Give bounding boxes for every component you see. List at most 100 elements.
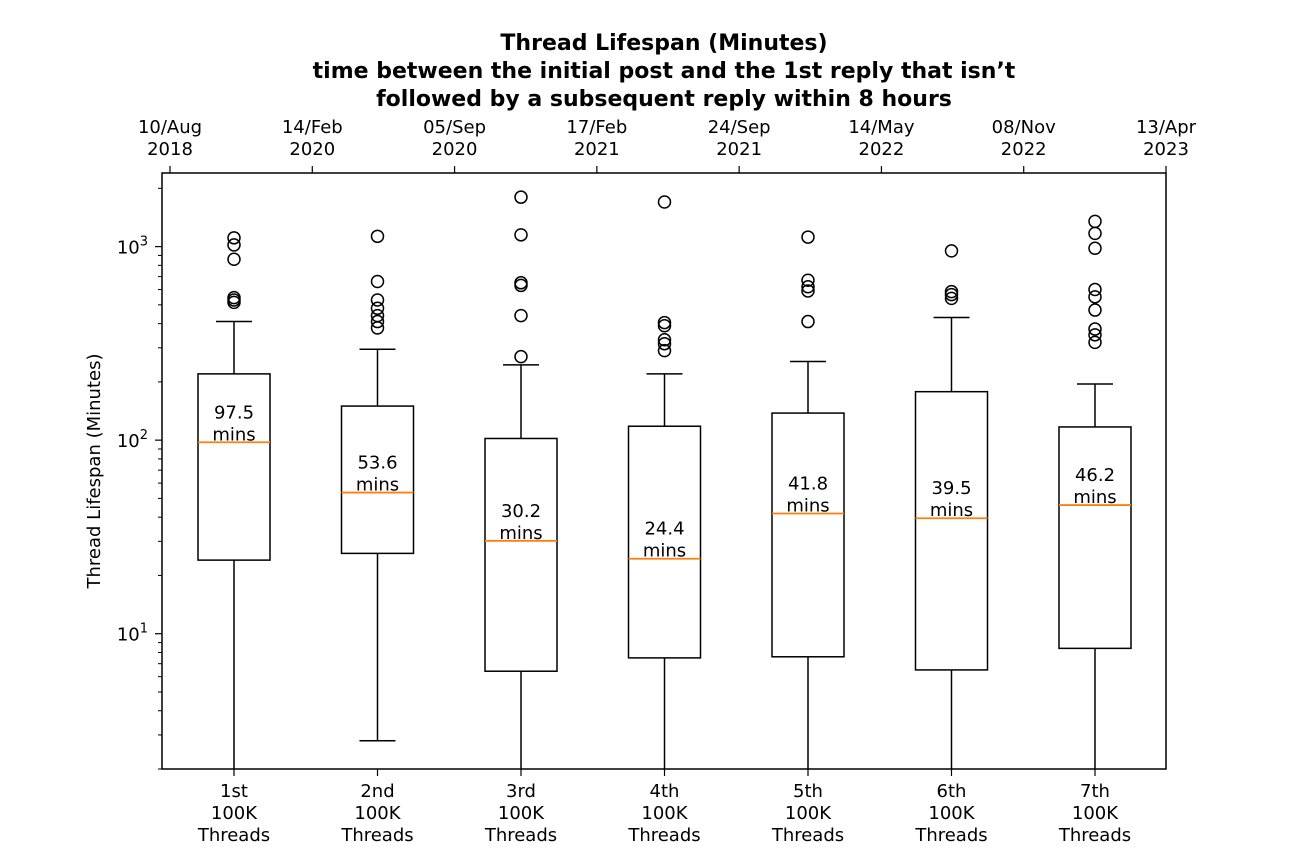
- x-tick-label: 100K: [1072, 803, 1119, 824]
- y-axis-label: Thread Lifespan (Minutes): [84, 354, 105, 590]
- flier: [514, 228, 528, 242]
- median-label: 46.2: [1075, 465, 1115, 486]
- title-line-1: Thread Lifespan (Minutes): [500, 31, 827, 56]
- y-tick-base: 10: [117, 431, 140, 452]
- flier: [657, 336, 672, 351]
- flier: [370, 314, 385, 329]
- title-line-2: time between the initial post and the 1s…: [313, 59, 1016, 84]
- x-tick-label: Threads: [914, 825, 987, 846]
- x-tick-label: 2nd: [360, 781, 394, 802]
- x-tick-label: 7th: [1080, 781, 1110, 802]
- flier: [370, 301, 385, 316]
- flier: [657, 333, 672, 347]
- flier: [227, 252, 241, 267]
- flier: [657, 195, 672, 209]
- flier: [801, 273, 815, 288]
- x-tick-label: 4th: [650, 781, 680, 802]
- flier: [227, 295, 241, 310]
- y-tick-exponent: 1: [140, 622, 148, 637]
- median-label-unit: mins: [212, 424, 255, 445]
- flier: [514, 278, 528, 293]
- x-tick-label: 6th: [937, 781, 967, 802]
- flier: [1088, 328, 1102, 342]
- median-label-unit: mins: [499, 523, 542, 544]
- median-label-unit: mins: [930, 500, 973, 521]
- flier: [944, 244, 959, 258]
- x-tick-label: 100K: [498, 803, 545, 824]
- flier: [514, 308, 528, 323]
- x-tick-label: 100K: [785, 803, 832, 824]
- box: [627, 425, 702, 659]
- flier: [1088, 290, 1102, 304]
- x-tick-label: 100K: [641, 803, 688, 824]
- plot-frame: [161, 172, 1167, 770]
- x-tick-label: Threads: [771, 825, 844, 846]
- flier: [1088, 226, 1102, 241]
- top-date-label: 14/Feb: [282, 117, 343, 138]
- title-line-3: followed by a subsequent reply within 8 …: [376, 87, 952, 112]
- median-label: 53.6: [357, 453, 397, 474]
- top-date-label: 2020: [432, 139, 478, 160]
- x-tick-label: Threads: [197, 825, 270, 846]
- plot-area: 1011021031st100KThreads2nd100KThreads3rd…: [117, 117, 1197, 846]
- x-tick-label: 100K: [354, 803, 401, 824]
- median-label-unit: mins: [643, 541, 686, 562]
- median-label: 97.5: [214, 402, 254, 423]
- chart-title: Thread Lifespan (Minutes) time between t…: [313, 31, 1016, 112]
- x-tick-label: 100K: [928, 803, 975, 824]
- flier: [370, 229, 385, 244]
- flier: [370, 321, 385, 335]
- flier: [657, 318, 672, 333]
- x-tick-label: 3rd: [506, 781, 536, 802]
- y-tick-label: 101: [117, 622, 148, 646]
- box: [340, 405, 415, 555]
- top-date-label: 2020: [289, 139, 335, 160]
- top-date-label: 05/Sep: [423, 117, 486, 138]
- flier: [227, 238, 241, 252]
- flier: [1088, 241, 1102, 256]
- median-label: 30.2: [501, 501, 541, 522]
- flier: [657, 343, 672, 358]
- median-label: 24.4: [644, 519, 684, 540]
- median-label-unit: mins: [1073, 487, 1116, 508]
- top-date-label: 24/Sep: [708, 117, 771, 138]
- top-date-label: 2022: [1001, 139, 1047, 160]
- top-date-label: 2021: [574, 139, 620, 160]
- flier: [801, 230, 815, 244]
- flier: [514, 276, 528, 290]
- flier: [514, 349, 528, 364]
- flier: [801, 280, 815, 294]
- top-date-label: 2018: [147, 139, 193, 160]
- y-tick-exponent: 3: [140, 235, 148, 250]
- median-label: 41.8: [788, 473, 828, 494]
- top-date-label: 2023: [1143, 139, 1189, 160]
- median-label-unit: mins: [356, 475, 399, 496]
- flier: [370, 274, 385, 289]
- top-date-label: 17/Feb: [566, 117, 627, 138]
- top-date-label: 14/May: [848, 117, 915, 138]
- y-tick-exponent: 2: [140, 428, 148, 443]
- flier: [1088, 335, 1102, 350]
- x-tick-label: 100K: [211, 803, 258, 824]
- flier: [1088, 303, 1102, 317]
- box: [197, 373, 271, 561]
- x-tick-label: Threads: [627, 825, 700, 846]
- y-tick-base: 10: [117, 625, 140, 646]
- y-tick-label: 103: [117, 235, 148, 259]
- box: [1058, 426, 1132, 650]
- flier: [801, 314, 815, 329]
- x-tick-label: Threads: [340, 825, 413, 846]
- top-date-label: 2021: [716, 139, 762, 160]
- y-tick-label: 102: [117, 428, 148, 452]
- top-date-label: 13/Apr: [1136, 117, 1197, 138]
- median-label: 39.5: [931, 478, 971, 499]
- flier: [944, 287, 959, 302]
- flier: [227, 231, 241, 245]
- flier: [801, 284, 815, 298]
- flier: [370, 293, 385, 307]
- flier: [514, 190, 528, 204]
- box: [771, 412, 845, 658]
- flier: [1088, 214, 1102, 229]
- top-date-label: 08/Nov: [992, 117, 1056, 138]
